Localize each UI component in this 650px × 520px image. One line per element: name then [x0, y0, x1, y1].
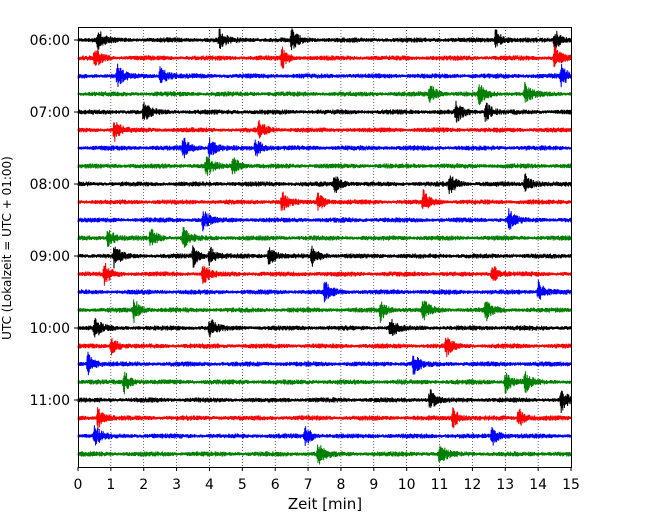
- trace-1115: [77, 407, 572, 430]
- plot-frame: [78, 27, 572, 468]
- x-tick-label-12: 12: [463, 477, 481, 493]
- x-tick-label-11: 11: [431, 477, 449, 493]
- trace-1045: [77, 371, 572, 395]
- trace-0715: [77, 119, 572, 142]
- x-tick-label-5: 5: [238, 477, 247, 493]
- x-tick-label-2: 2: [139, 477, 148, 493]
- x-axis: 0 1 2 3 4 5 6 7 8 9 10 11 12 13 14 15: [74, 467, 580, 493]
- x-tick-label-14: 14: [529, 477, 547, 493]
- x-tick-label-13: 13: [496, 477, 514, 493]
- x-tick-label-1: 1: [106, 477, 115, 493]
- trace-0730: [77, 137, 572, 159]
- trace-1030: [77, 351, 572, 376]
- trace-0645: [77, 81, 572, 106]
- y-tick-label-1: 07:00: [30, 105, 70, 121]
- trace-0930: [77, 279, 572, 303]
- x-axis-label: Zeit [min]: [288, 495, 362, 513]
- x-tick-label-7: 7: [304, 477, 313, 493]
- trace-0945: [77, 299, 572, 324]
- trace-0815: [77, 188, 572, 211]
- trace-0600: [77, 28, 572, 51]
- x-tick-label-3: 3: [172, 477, 181, 493]
- x-tick-label-10: 10: [398, 477, 416, 493]
- trace-0845: [77, 226, 572, 248]
- x-tick-label-4: 4: [205, 477, 214, 493]
- trace-1000: [77, 317, 572, 338]
- y-axis-label: UTC (Lokalzeit = UTC + 01:00): [0, 156, 14, 340]
- trace-1130: [77, 425, 572, 447]
- y-tick-label-5: 11:00: [30, 393, 70, 409]
- y-tick-label-2: 08:00: [30, 177, 70, 193]
- trace-0745: [77, 156, 572, 176]
- trace-1015: [77, 337, 572, 358]
- x-tick-label-8: 8: [336, 477, 345, 493]
- grid-layer: [110, 27, 539, 467]
- x-tick-label-15: 15: [562, 477, 580, 493]
- trace-0900: [77, 245, 572, 269]
- trace-0700: [77, 100, 572, 123]
- traces-layer: [77, 28, 572, 465]
- x-tick-label-9: 9: [369, 477, 378, 493]
- trace-0830: [77, 208, 572, 232]
- trace-0915: [77, 262, 572, 286]
- trace-0615: [77, 46, 572, 69]
- x-tick-label-6: 6: [271, 477, 280, 493]
- x-tick-label-0: 0: [74, 477, 83, 493]
- y-tick-label-0: 06:00: [30, 33, 70, 49]
- trace-0630: [77, 63, 572, 88]
- trace-1145: [77, 444, 572, 465]
- y-axis: 06:00 07:00 08:00 09:00 10:00 11:00: [30, 33, 78, 409]
- y-tick-label-4: 10:00: [30, 321, 70, 337]
- y-tick-label-3: 09:00: [30, 249, 70, 265]
- trace-1100: [77, 389, 572, 414]
- trace-0800: [77, 173, 572, 195]
